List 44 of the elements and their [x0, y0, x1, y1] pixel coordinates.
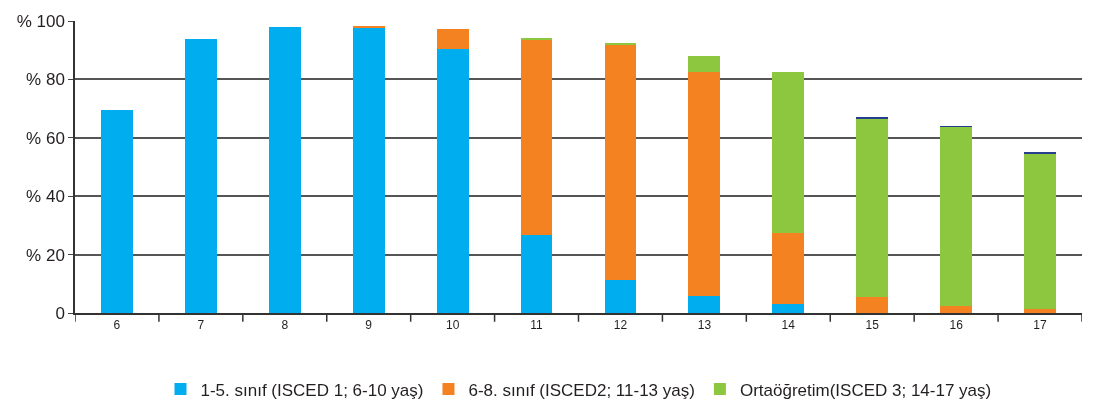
y-tick-label: 0 — [55, 303, 65, 323]
x-tick-label: 12 — [613, 318, 628, 333]
bar — [184, 38, 217, 313]
x-tick-label: 11 — [530, 318, 544, 333]
bar — [1024, 154, 1056, 310]
legend-label: 1-5. sınıf (ISCED 1; 6-10 yaş) — [200, 380, 424, 400]
bar — [520, 234, 553, 313]
bar — [436, 29, 469, 49]
y-tick-label: % 60 — [26, 128, 65, 148]
bar — [604, 280, 637, 313]
bar — [1024, 309, 1056, 313]
bar — [688, 56, 721, 73]
x-tick-label: 16 — [949, 318, 964, 333]
x-tick-label: 15 — [865, 318, 880, 333]
bar — [604, 44, 637, 281]
y-tick-label: % 100 — [16, 11, 65, 31]
legend-label: Ortaöğretim(ISCED 3; 14-17 yaş) — [739, 380, 992, 400]
bar — [688, 296, 721, 313]
bar — [101, 109, 133, 313]
y-tick-label: % 80 — [26, 70, 65, 90]
x-tick-label: 9 — [365, 318, 373, 333]
x-tick-label: 6 — [113, 318, 121, 333]
bar — [856, 118, 889, 297]
bar — [940, 127, 973, 307]
bar — [352, 27, 385, 313]
x-tick-label: 14 — [781, 318, 796, 333]
x-tick-label: 17 — [1033, 318, 1048, 333]
bar — [436, 48, 469, 313]
bar — [268, 26, 301, 313]
bar — [856, 296, 889, 313]
bar — [688, 72, 721, 297]
bar — [772, 233, 805, 305]
x-tick-label: 8 — [281, 318, 289, 333]
bar — [940, 306, 973, 313]
bar — [772, 304, 805, 313]
bar — [520, 37, 553, 40]
bar — [772, 72, 805, 234]
legend-label: 6-8. sınıf (ISCED2; 11-13 yaş) — [468, 380, 695, 400]
bar — [520, 39, 553, 235]
x-tick-label: 13 — [697, 318, 712, 333]
x-tick-label: 10 — [445, 318, 460, 333]
y-tick-label: % 40 — [26, 187, 65, 207]
y-tick-label: % 20 — [26, 245, 65, 265]
x-tick-label: 7 — [197, 318, 205, 333]
